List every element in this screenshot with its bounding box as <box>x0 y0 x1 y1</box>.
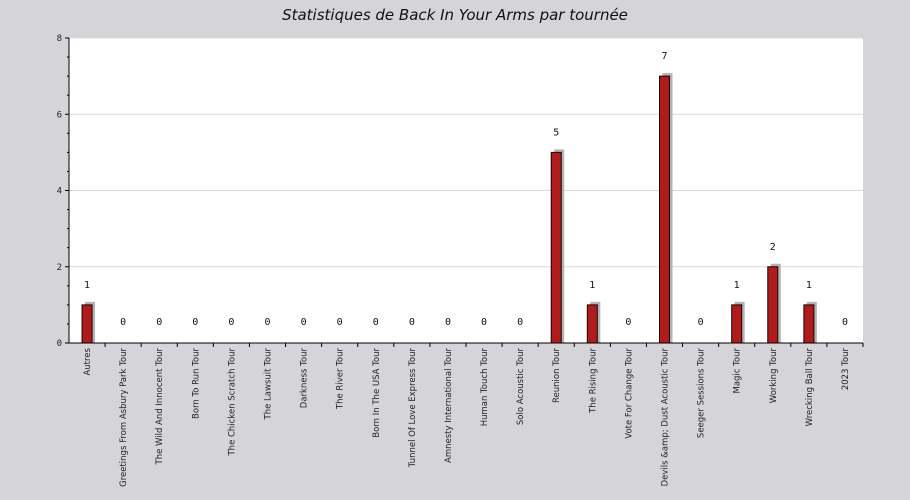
data-label: 0 <box>228 317 234 328</box>
data-label: 0 <box>373 317 379 328</box>
data-label: 0 <box>445 317 451 328</box>
data-label: 1 <box>734 280 740 291</box>
data-label: 0 <box>264 317 270 328</box>
y-ticks: 0 2 4 6 8 <box>57 34 69 349</box>
data-label: 1 <box>589 280 595 291</box>
bar <box>767 266 779 344</box>
data-label: 2 <box>770 242 776 253</box>
x-tick-label: Vote For Change Tour <box>624 348 634 439</box>
bar <box>81 304 93 344</box>
bar <box>803 304 815 344</box>
x-tick-label: The River Tour <box>336 348 346 411</box>
x-tick-label: Reunion Tour <box>552 348 562 404</box>
x-tick-label: Born To Run Tour <box>191 348 201 419</box>
x-tick-label: Greetings From Asbury Park Tour <box>119 348 129 487</box>
bar <box>731 304 743 344</box>
data-label: 0 <box>517 317 523 328</box>
data-label: 0 <box>409 317 415 328</box>
data-label: 5 <box>553 127 559 138</box>
data-label: 0 <box>120 317 126 328</box>
data-label: 1 <box>84 280 90 291</box>
y-tick-label: 6 <box>57 110 62 120</box>
x-tick-label: Tunnel Of Love Express Tour <box>408 348 418 469</box>
x-tick-label: Born In The USA Tour <box>372 348 382 438</box>
x-tick-label: Human Touch Tour <box>480 348 490 427</box>
x-tick-label: The Rising Tour <box>588 348 598 414</box>
x-tick-label: Seeger Sessions Tour <box>697 348 707 439</box>
x-tick-label: The Wild And Innocent Tour <box>155 348 165 466</box>
data-label: 0 <box>698 317 704 328</box>
y-tick-label: 8 <box>57 34 62 44</box>
x-ticks: Autres Greetings From Asbury Park Tour The… <box>83 343 864 487</box>
data-label: 1 <box>806 280 812 291</box>
data-label: 0 <box>301 317 307 328</box>
bar <box>586 304 598 344</box>
data-label: 0 <box>842 317 848 328</box>
grid-lines <box>69 37 863 268</box>
bar <box>550 151 562 344</box>
x-tick-label: Amnesty International Tour <box>444 348 454 463</box>
x-tick-label: Darkness Tour <box>300 348 310 409</box>
x-tick-label: Magic Tour <box>733 348 743 394</box>
x-tick-label: The Lawsuit Tour <box>264 347 274 420</box>
data-label: 0 <box>625 317 631 328</box>
x-tick-label: Autres <box>83 347 93 375</box>
data-label: 0 <box>192 317 198 328</box>
data-label: 0 <box>481 317 487 328</box>
data-label: 7 <box>661 51 667 62</box>
chart-title: Statistiques de Back In Your Arms par to… <box>282 6 628 24</box>
x-tick-label: The Chicken Scratch Tour <box>227 348 237 457</box>
data-label: 0 <box>337 317 343 328</box>
y-tick-label: 4 <box>57 187 62 197</box>
bar <box>659 75 670 344</box>
data-label: 0 <box>156 317 162 328</box>
x-tick-label: Devils &amp; Dust Acoustic Tour <box>661 347 671 486</box>
y-tick-label: 0 <box>57 339 62 349</box>
y-tick-label: 2 <box>57 263 62 273</box>
x-tick-label: Working Tour <box>769 347 779 403</box>
x-tick-label: 2023 Tour <box>841 348 851 391</box>
x-tick-label: Solo Acoustic Tour <box>516 348 526 426</box>
x-tick-label: Wrecking Ball Tour <box>805 348 815 427</box>
